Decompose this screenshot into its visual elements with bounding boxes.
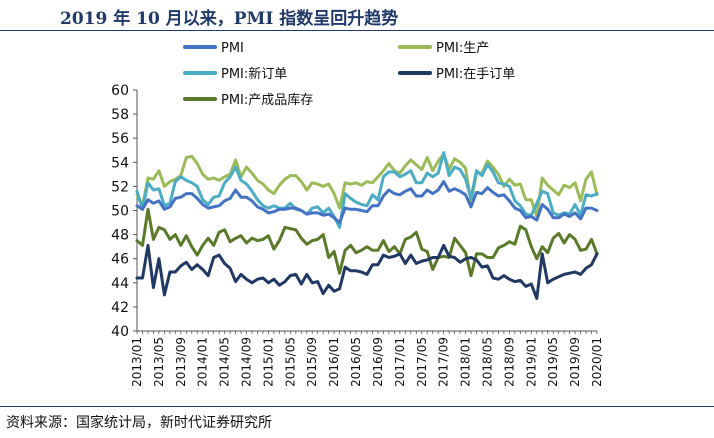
x-tick-label: 2013/05 — [152, 337, 166, 387]
series-line-3 — [135, 243, 599, 300]
y-tick-label: 50 — [111, 204, 129, 220]
x-tick-label: 2015/01 — [261, 337, 275, 387]
x-tick-label: 2018/01 — [459, 337, 473, 387]
legend-label: PMI:新订单 — [221, 66, 287, 82]
source-note: 资料来源：国家统计局，新时代证券研究所 — [6, 415, 272, 431]
x-tick-label: 2019/09 — [568, 337, 582, 387]
x-tick-label: 2017/05 — [415, 337, 429, 387]
legend-label: PMI:在手订单 — [436, 67, 515, 82]
series-line-4 — [135, 207, 599, 278]
x-tick-label: 2019/05 — [546, 337, 560, 387]
series-line-1 — [135, 152, 599, 218]
x-tick-label: 2014/05 — [218, 337, 232, 387]
y-axis: 40 42 44 46 48 50 52 54 56 58 60 — [111, 83, 138, 340]
x-tick-label: 2013/09 — [174, 337, 188, 387]
x-tick-label: 2020/01 — [590, 337, 604, 387]
x-tick-label: 2019/01 — [524, 337, 538, 387]
y-tick-label: 48 — [111, 228, 129, 244]
legend-label: PMI — [221, 41, 244, 56]
source-rule — [0, 406, 714, 407]
x-axis: 2013/01 2013/05 2013/09 2014/01 2014/05 2014/… — [130, 330, 604, 387]
legend-label: PMI:生产 — [436, 41, 489, 56]
y-tick-label: 42 — [111, 300, 129, 316]
x-tick-label: 2018/05 — [480, 337, 494, 387]
chart-title: 2019 年 10 月以来，PMI 指数呈回升趋势 — [60, 9, 399, 29]
x-tick-label: 2016/09 — [371, 337, 385, 387]
series-line-0 — [135, 180, 599, 225]
y-tick-label: 46 — [111, 252, 129, 268]
legend: PMI PMI:生产 PMI:新订单 PMI:在手订单 PMI:产成品库存 — [183, 41, 515, 108]
x-tick-label: 2014/01 — [196, 337, 210, 387]
y-tick-label: 58 — [111, 107, 129, 123]
y-tick-label: 52 — [111, 179, 129, 195]
series-layer — [135, 151, 599, 300]
x-tick-label: 2014/09 — [240, 337, 254, 387]
x-tick-label: 2017/01 — [393, 337, 407, 387]
x-tick-label: 2016/01 — [327, 337, 341, 387]
x-tick-label: 2013/01 — [130, 337, 144, 387]
x-tick-label: 2017/09 — [437, 337, 451, 387]
x-tick-label: 2015/09 — [305, 337, 319, 387]
x-tick-label: 2018/09 — [502, 337, 516, 387]
y-tick-label: 40 — [111, 324, 129, 340]
title-rule — [0, 30, 714, 31]
series-line-2 — [135, 151, 599, 229]
legend-label: PMI:产成品库存 — [221, 92, 313, 108]
y-tick-label: 44 — [111, 276, 129, 292]
y-tick-label: 54 — [111, 155, 129, 171]
y-tick-label: 56 — [111, 131, 129, 147]
y-tick-label: 60 — [111, 83, 129, 99]
x-tick-label: 2015/05 — [283, 337, 297, 387]
x-tick-label: 2016/05 — [349, 337, 363, 387]
